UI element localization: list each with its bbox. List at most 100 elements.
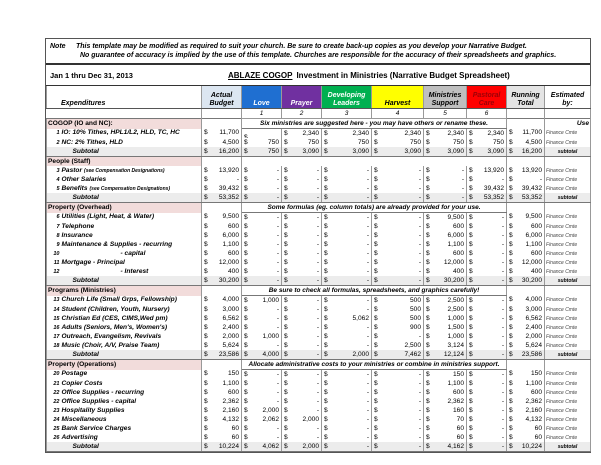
amount-cell: $ - (371, 276, 425, 286)
currency: $ (426, 276, 430, 284)
amount-cell: $ - (321, 231, 373, 240)
section-estimated: Use (544, 118, 592, 129)
amount-cell: $ - (371, 231, 425, 240)
amount: - (236, 175, 240, 183)
currency: $ (204, 184, 208, 192)
amount: - (501, 350, 505, 358)
amount: - (276, 240, 280, 248)
currency: $ (324, 332, 328, 340)
currency: $ (509, 267, 513, 275)
amount: - (418, 175, 422, 183)
amount-cell: $150 (201, 369, 243, 379)
section-note: Some formulas (eg. column totals) are al… (241, 202, 508, 213)
currency: $ (204, 314, 208, 322)
amount-cell: $39,432 (466, 184, 508, 193)
currency: $ (509, 184, 513, 192)
blank-cell (201, 202, 243, 213)
amount: - (418, 433, 422, 441)
header-row: Expenditures Actual Budget Love Prayer Devel… (45, 86, 592, 109)
line-number: 4 (46, 175, 61, 184)
amount-cell: $30,200 (506, 276, 546, 286)
line-number: 15 (46, 314, 61, 323)
amount: 60 (534, 433, 543, 441)
amount: - (501, 323, 505, 331)
amount-cell: $ - (241, 166, 283, 175)
amount-cell: $3,124 (423, 341, 468, 350)
label-text: Church Life (Small Grps, Fellowship) (61, 296, 177, 304)
amount: 750 (268, 138, 280, 146)
amount: - (366, 222, 370, 230)
amount: 23,586 (218, 350, 240, 358)
currency: $ (204, 332, 208, 340)
amount: - (276, 166, 280, 174)
currency: $ (426, 267, 430, 275)
amount: 1,000 (447, 314, 465, 322)
amount-cell: $ - (321, 406, 373, 415)
amount-cell: $ - (506, 175, 546, 184)
amount: 2,160 (222, 406, 240, 414)
label-text: Outreach, Evangelism, Revivals (61, 332, 162, 340)
currency: $ (426, 442, 430, 450)
currency: $ (426, 175, 430, 183)
subtotal-label: Subtotal (60, 193, 203, 203)
amount: 3,090 (487, 147, 505, 155)
amount-cell: $ - (466, 276, 508, 286)
estimated-by: Finance Cmte (544, 341, 592, 350)
currency: $ (324, 397, 328, 405)
currency: $ (244, 147, 248, 155)
amount: 2,362 (447, 397, 465, 405)
section-row: People (Staff) (45, 156, 592, 166)
amount: - (276, 175, 280, 183)
currency: $ (284, 332, 288, 340)
amount: 23,586 (521, 350, 543, 358)
amount: - (418, 184, 422, 192)
amount-cell: $60 (506, 433, 546, 442)
amount: - (501, 276, 505, 284)
currency: $ (324, 442, 328, 450)
amount-cell: $500 (371, 314, 425, 323)
column-header: Running Total (506, 86, 546, 109)
amount: 6,000 (447, 231, 465, 239)
line-label: Advertising (60, 433, 203, 442)
amount: 1,000 (262, 332, 280, 340)
amount: 6,000 (222, 231, 240, 239)
amount-cell: $7,462 (371, 350, 425, 360)
blank-cell (201, 156, 243, 166)
currency: $ (284, 406, 288, 414)
amount-cell: $12,000 (201, 258, 243, 267)
amount-cell: $3,090 (423, 147, 468, 157)
amount: 600 (531, 249, 543, 257)
amount: - (366, 296, 370, 304)
amount-cell: $ - (371, 379, 425, 388)
amount: - (276, 184, 280, 192)
currency: $ (469, 433, 473, 441)
blank-cell (506, 108, 546, 119)
amount-cell: $ - (423, 184, 468, 193)
currency: $ (426, 240, 430, 248)
amount-cell: $ - (371, 166, 425, 175)
amount: - (501, 388, 505, 396)
amount-cell: $39,432 (506, 184, 546, 193)
amount-cell: $53,352 (201, 193, 243, 203)
amount-cell: $1,000 (241, 295, 283, 305)
currency: $ (284, 370, 288, 378)
line-number: 2 (46, 138, 61, 147)
line-item: 18 Music (Choir, A/V, Praise Team) $5,624 $… (46, 341, 592, 350)
currency: $ (204, 406, 208, 414)
line-number: 21 (46, 379, 61, 388)
amount: - (501, 314, 505, 322)
estimated-by: Finance Cmte (544, 397, 592, 406)
currency: $ (374, 323, 378, 331)
label-text: Insurance (61, 231, 93, 239)
currency: $ (284, 222, 288, 230)
amount: - (366, 424, 370, 432)
currency: $ (244, 341, 248, 349)
line-label: NC: 2% Tithes, HLD (60, 138, 203, 147)
amount: 6,000 (525, 231, 543, 239)
currency: $ (244, 424, 248, 432)
line-item: 7 Telephone $600 $ - $ - $ - $ - $600 $ - $600 Finance … (46, 222, 592, 231)
subtotal-row: Subtotal $23,586 $4,000 $ - $2,000 $7,462 $12,1… (46, 350, 592, 360)
amount-cell: $23,586 (201, 350, 243, 360)
amount-cell: $ - (371, 406, 425, 415)
amount-cell: $6,562 (201, 314, 243, 323)
